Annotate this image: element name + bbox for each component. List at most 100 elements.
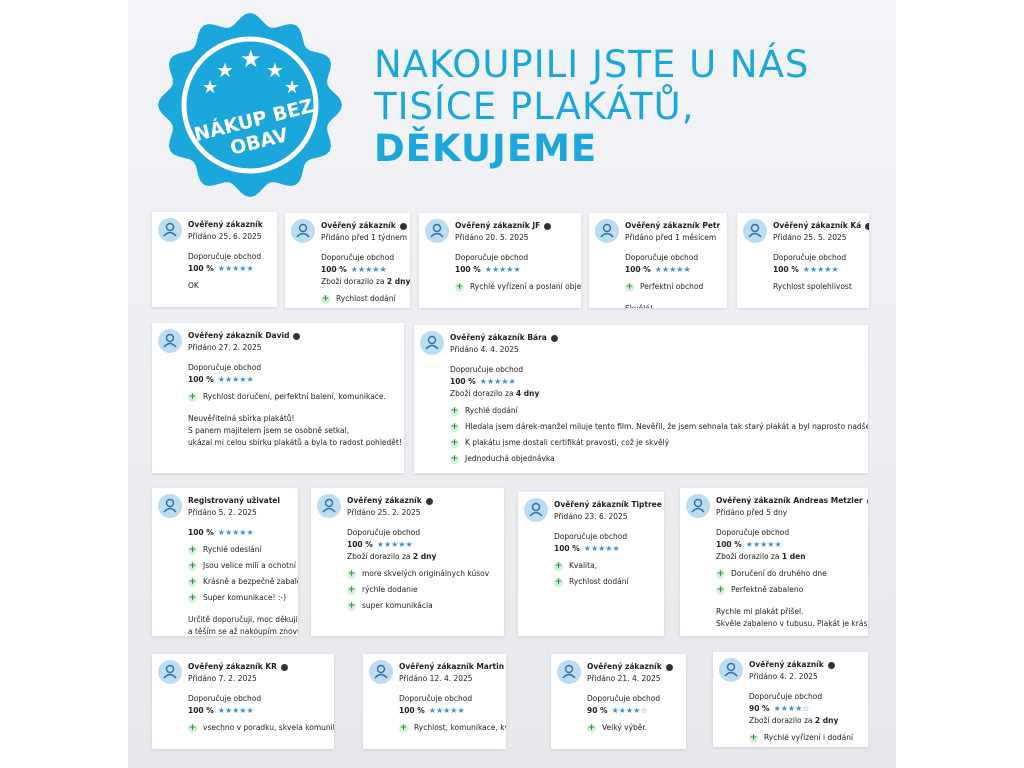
pro-item: + Rychlost doručení, perfektní balení, ko… [188, 392, 386, 402]
pro-text: Rychlost dodání [569, 577, 629, 586]
rating: 100 % ★★★★★ [625, 265, 691, 274]
avatar-icon [748, 223, 762, 238]
avatar [291, 219, 315, 243]
plus-icon: + [347, 568, 356, 579]
verified-icon [293, 332, 301, 340]
review-date: Přidáno 23. 6. 2025 [554, 512, 628, 521]
review-text: Skvělé! [625, 304, 653, 308]
reviewer-name: Registrovaný uživatel [188, 496, 280, 505]
review-card: Ověřený zákazník Bára Přidáno 4. 4. 2025 D… [414, 325, 868, 473]
recommend-text: Doporučuje obchod [450, 365, 524, 374]
avatar [524, 498, 548, 522]
name-text: Registrovaný uživatel [188, 496, 280, 505]
pro-item: + Rychlost dodání [321, 294, 396, 304]
rating: 100 % ★★★★★ [188, 706, 254, 715]
rating: 100 % ★★★★★ [347, 540, 413, 549]
rating: 90 % ★★★★☆ [587, 706, 647, 715]
rating: 100 % ★★★★★ [554, 544, 620, 553]
review-date: Přidáno před 1 měsícem [625, 233, 717, 242]
recommend-text: Doporučuje obchod [773, 253, 847, 262]
review-card: Ověřený zákazník Přidáno 25. 6. 2025 Dopor… [152, 212, 277, 307]
review-date: Přidáno 5. 2. 2025 [188, 508, 257, 517]
rating: 100 % ★★★★★ [188, 264, 254, 273]
reviewer-name: Ověřený zákazník Andreas Metzler [716, 496, 868, 505]
avatar [158, 329, 182, 353]
review-card: Ověřený zákazník Martin Přidáno 12. 4. 20… [363, 654, 506, 749]
review-date: Přidáno 27. 2. 2025 [188, 343, 262, 352]
verified-icon [866, 497, 868, 505]
review-text: Neuvěřitelná sbírka plakátů! [188, 414, 295, 423]
plus-icon: + [188, 592, 197, 603]
plus-icon: + [587, 722, 596, 733]
pro-item: + Perfektní obchod [625, 282, 703, 292]
recommend: Doporučuje obchod [773, 253, 846, 262]
pro-text: Rychlé vyřízení i dodání [764, 733, 854, 742]
plus-icon: + [347, 600, 356, 611]
review-text: ukázal mi celou sbírku plakátů a byla to… [188, 438, 402, 447]
rating: 100 % ★★★★★ [321, 265, 387, 274]
review-text: OK [188, 281, 199, 290]
avatar [557, 660, 581, 684]
plus-icon: + [554, 576, 563, 587]
pro-text: Kvalita, [569, 561, 598, 570]
pro-text: Doručení do druhého dne [731, 569, 827, 578]
recommend-text: Doporučuje obchod [188, 252, 262, 261]
plus-icon: + [554, 560, 563, 571]
badge: ★★ ★ ★ ★ NÁKUP BEZ OBAV [158, 13, 342, 197]
avatar-icon [322, 498, 336, 513]
review-date: Přidáno 4. 2. 2025 [749, 672, 818, 681]
rating-stars: ★★★★★ [217, 264, 254, 273]
name-text: Ověřený zákazník [587, 662, 662, 671]
review-text: Rychle mi plakát přišel. [716, 607, 803, 616]
avatar [158, 218, 182, 242]
rating-text: 100 % [399, 706, 425, 715]
avatar [743, 219, 767, 243]
reviewer-name: Ověřený zákazník KR [188, 662, 288, 671]
review-card: Ověřený zákazník Přidáno před 1 týdnem Dop… [285, 213, 410, 308]
review-date: Přidáno 25. 5. 2025 [773, 233, 847, 242]
review-text-line: ukázal mi celou sbírku plakátů a byla to… [188, 438, 402, 447]
pro-text: Jsou velice milí a ochotní [203, 561, 296, 570]
review-card: Ověřený zákazník Přidáno 25. 2. 2025 Dopor… [311, 488, 504, 636]
rating-text: 100 % [347, 540, 373, 549]
rating: 100 % ★★★★★ [455, 265, 521, 274]
rating-stars: ★★★★★ [217, 528, 254, 537]
review-date: Přidáno 25. 2. 2025 [347, 508, 421, 517]
recommend-text: Doporučuje obchod [347, 528, 421, 537]
rating-text: 100 % [188, 264, 214, 273]
review-card: Ověřený zákazník Ká Přidáno 25. 5. 2025 Do… [737, 213, 869, 308]
avatar-icon [163, 222, 177, 237]
avatar-icon [529, 502, 543, 517]
avatar [317, 494, 341, 518]
delivery-time: 2 dny [412, 552, 437, 561]
avatar-icon [163, 498, 177, 513]
delivery-time: 2 dny [814, 716, 839, 725]
plus-icon: + [188, 560, 197, 571]
verified-icon [399, 222, 407, 230]
pro-item: + Rychlost dodání [554, 577, 629, 587]
delivery: Zboží dorazilo za 2 dny [321, 277, 410, 286]
pro-text: Perfektně zabaleno [731, 585, 804, 594]
review-date: Přidáno 4. 4. 2025 [450, 345, 519, 354]
svg-text:★: ★ [284, 77, 300, 98]
review-text: Určitě doporučuji, moc děkuji [188, 615, 298, 624]
pro-text: Rychlost dodání [336, 294, 396, 303]
review-card: Registrovaný uživatel Přidáno 5. 2. 2025 1… [152, 488, 298, 636]
pro-text: vsechno v poradku, skvela komunikace [203, 723, 334, 732]
reviewer-name: Ověřený zákazník Petr [625, 221, 720, 230]
pro-item: + Jednoduchá objednávka [450, 454, 555, 464]
plus-icon: + [188, 722, 197, 733]
recommend: Doporučuje obchod [188, 363, 261, 372]
name-text: Ověřený zákazník Martin [399, 662, 505, 671]
headline: NAKOUPILI JSTE U NÁS TISÍCE PLAKÁTŮ, DĚK… [374, 44, 809, 170]
plus-icon: + [749, 732, 758, 743]
reviewer-name: Ověřený zákazník [347, 496, 433, 505]
pro-text: Rychlost, komunikace, kvalita [414, 723, 506, 732]
plus-icon: + [188, 544, 197, 555]
avatar-icon [430, 223, 444, 238]
review-text: Rychlost spolehlivost [773, 282, 852, 291]
recommend: Doporučuje obchod [716, 528, 789, 537]
avatar [686, 494, 710, 518]
review-text-line: Určitě doporučuji, moc děkuji [188, 615, 298, 624]
rating-stars: ★★★★★ [745, 540, 782, 549]
